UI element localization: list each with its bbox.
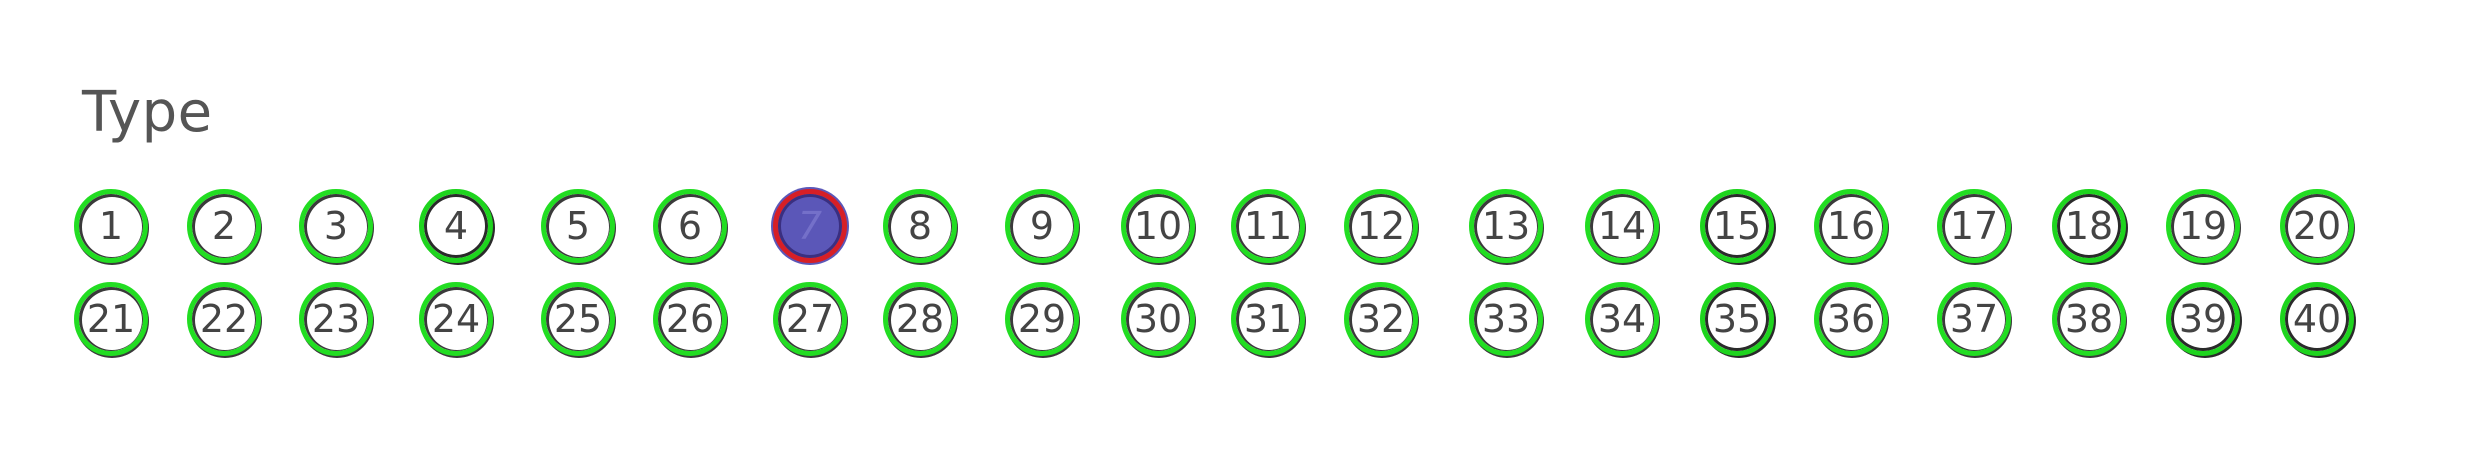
type-option-25[interactable]: 25 bbox=[541, 282, 615, 356]
type-option-11[interactable]: 11 bbox=[1231, 189, 1305, 263]
type-option-label: 36 bbox=[1826, 297, 1876, 341]
type-option-label: 21 bbox=[86, 297, 136, 341]
type-option-label: 12 bbox=[1356, 204, 1406, 248]
type-option-label: 30 bbox=[1133, 297, 1183, 341]
type-option-label: 19 bbox=[2178, 204, 2228, 248]
type-option-label: 7 bbox=[797, 204, 823, 248]
type-option-10[interactable]: 10 bbox=[1121, 189, 1195, 263]
type-option-8[interactable]: 8 bbox=[883, 189, 957, 263]
type-option-26[interactable]: 26 bbox=[653, 282, 727, 356]
type-option-label: 29 bbox=[1017, 297, 1067, 341]
type-option-13[interactable]: 13 bbox=[1469, 189, 1543, 263]
type-option-34[interactable]: 34 bbox=[1585, 282, 1659, 356]
type-option-2[interactable]: 2 bbox=[187, 189, 261, 263]
type-option-27[interactable]: 27 bbox=[773, 282, 847, 356]
type-option-label: 3 bbox=[323, 204, 349, 248]
type-option-label: 11 bbox=[1243, 204, 1293, 248]
type-option-4[interactable]: 4 bbox=[419, 189, 493, 263]
type-option-19[interactable]: 19 bbox=[2166, 189, 2240, 263]
type-option-28[interactable]: 28 bbox=[883, 282, 957, 356]
type-option-12[interactable]: 12 bbox=[1344, 189, 1418, 263]
type-option-29[interactable]: 29 bbox=[1005, 282, 1079, 356]
type-option-1[interactable]: 1 bbox=[74, 189, 148, 263]
type-option-31[interactable]: 31 bbox=[1231, 282, 1305, 356]
type-option-label: 33 bbox=[1481, 297, 1531, 341]
type-option-15[interactable]: 15 bbox=[1700, 189, 1774, 263]
type-option-label: 22 bbox=[199, 297, 249, 341]
type-option-14[interactable]: 14 bbox=[1585, 189, 1659, 263]
type-option-label: 10 bbox=[1133, 204, 1183, 248]
type-option-label: 38 bbox=[2064, 297, 2114, 341]
type-option-label: 24 bbox=[431, 297, 481, 341]
type-option-label: 23 bbox=[311, 297, 361, 341]
type-option-label: 28 bbox=[895, 297, 945, 341]
type-option-label: 40 bbox=[2292, 297, 2342, 341]
type-option-3[interactable]: 3 bbox=[299, 189, 373, 263]
section-title: Type bbox=[82, 80, 213, 145]
type-option-label: 16 bbox=[1826, 204, 1876, 248]
type-option-label: 18 bbox=[2064, 204, 2114, 248]
type-option-38[interactable]: 38 bbox=[2052, 282, 2126, 356]
type-option-label: 9 bbox=[1029, 204, 1055, 248]
type-option-5[interactable]: 5 bbox=[541, 189, 615, 263]
type-option-22[interactable]: 22 bbox=[187, 282, 261, 356]
type-option-35[interactable]: 35 bbox=[1700, 282, 1774, 356]
type-option-label: 39 bbox=[2178, 297, 2228, 341]
type-option-label: 15 bbox=[1712, 204, 1762, 248]
type-option-label: 26 bbox=[665, 297, 715, 341]
type-option-6[interactable]: 6 bbox=[653, 189, 727, 263]
type-option-9[interactable]: 9 bbox=[1005, 189, 1079, 263]
type-option-32[interactable]: 32 bbox=[1344, 282, 1418, 356]
type-option-label: 32 bbox=[1356, 297, 1406, 341]
type-option-23[interactable]: 23 bbox=[299, 282, 373, 356]
type-option-17[interactable]: 17 bbox=[1937, 189, 2011, 263]
type-option-label: 20 bbox=[2292, 204, 2342, 248]
type-option-20[interactable]: 20 bbox=[2280, 189, 2354, 263]
type-option-label: 25 bbox=[553, 297, 603, 341]
type-option-label: 17 bbox=[1949, 204, 1999, 248]
type-option-label: 6 bbox=[677, 204, 703, 248]
type-option-7[interactable]: 7 bbox=[773, 189, 847, 263]
type-option-39[interactable]: 39 bbox=[2166, 282, 2240, 356]
type-option-label: 27 bbox=[785, 297, 835, 341]
type-option-16[interactable]: 16 bbox=[1814, 189, 1888, 263]
type-option-24[interactable]: 24 bbox=[419, 282, 493, 356]
type-option-label: 35 bbox=[1712, 297, 1762, 341]
type-option-33[interactable]: 33 bbox=[1469, 282, 1543, 356]
type-option-label: 14 bbox=[1597, 204, 1647, 248]
type-option-40[interactable]: 40 bbox=[2280, 282, 2354, 356]
type-option-label: 34 bbox=[1597, 297, 1647, 341]
type-option-30[interactable]: 30 bbox=[1121, 282, 1195, 356]
type-option-37[interactable]: 37 bbox=[1937, 282, 2011, 356]
type-option-label: 31 bbox=[1243, 297, 1293, 341]
type-option-36[interactable]: 36 bbox=[1814, 282, 1888, 356]
type-option-label: 5 bbox=[565, 204, 591, 248]
type-option-label: 4 bbox=[443, 204, 469, 248]
type-option-18[interactable]: 18 bbox=[2052, 189, 2126, 263]
type-option-label: 37 bbox=[1949, 297, 1999, 341]
type-option-label: 8 bbox=[907, 204, 933, 248]
type-option-label: 1 bbox=[98, 204, 124, 248]
type-option-21[interactable]: 21 bbox=[74, 282, 148, 356]
type-option-label: 2 bbox=[211, 204, 237, 248]
type-option-label: 13 bbox=[1481, 204, 1531, 248]
